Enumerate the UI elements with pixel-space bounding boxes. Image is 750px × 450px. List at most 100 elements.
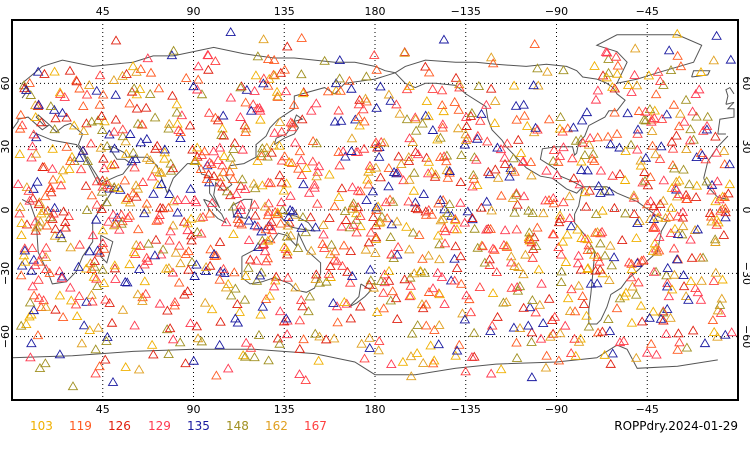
observation-marker xyxy=(508,153,519,163)
observation-marker xyxy=(490,164,501,174)
observation-marker xyxy=(572,258,584,268)
observation-marker xyxy=(386,359,397,369)
observation-marker xyxy=(161,324,173,334)
observation-marker xyxy=(124,197,136,207)
observation-marker xyxy=(235,204,247,214)
observation-marker xyxy=(131,89,143,99)
observation-marker xyxy=(595,165,607,175)
observation-marker xyxy=(16,229,27,239)
observation-marker xyxy=(149,250,161,260)
observation-marker xyxy=(677,207,689,217)
observation-marker xyxy=(344,222,356,232)
observation-marker xyxy=(217,110,229,120)
observation-marker xyxy=(716,293,728,303)
observation-marker xyxy=(390,293,402,303)
top-longitude-tick: −90 xyxy=(545,5,568,18)
observation-marker xyxy=(173,277,185,287)
observation-marker xyxy=(455,197,466,207)
observation-marker xyxy=(702,111,713,121)
observation-marker xyxy=(236,174,248,184)
observation-marker xyxy=(476,108,487,118)
observation-marker xyxy=(180,358,191,368)
observation-marker xyxy=(281,329,293,339)
observation-marker xyxy=(403,155,415,165)
observation-marker xyxy=(637,177,648,187)
observation-marker xyxy=(474,115,486,125)
observation-marker xyxy=(256,226,267,236)
observation-marker xyxy=(324,212,335,222)
left-latitude-tick: −30 xyxy=(0,262,12,285)
observation-marker xyxy=(245,254,256,264)
observation-marker xyxy=(269,127,280,137)
observation-marker xyxy=(96,186,108,196)
observation-marker xyxy=(632,217,643,227)
observation-marker xyxy=(626,258,637,268)
observation-marker xyxy=(345,246,357,256)
observation-marker xyxy=(710,131,721,141)
observation-marker xyxy=(227,174,239,184)
observation-marker xyxy=(211,250,222,260)
observation-marker xyxy=(512,199,523,209)
observation-marker xyxy=(141,152,153,162)
observation-marker xyxy=(61,112,72,122)
observation-marker xyxy=(21,84,32,94)
observation-marker xyxy=(508,80,520,90)
observation-marker xyxy=(589,155,600,165)
observation-marker xyxy=(435,152,446,162)
observation-marker xyxy=(661,109,673,119)
observation-marker xyxy=(307,156,319,166)
observation-marker xyxy=(310,269,322,279)
observation-marker xyxy=(154,298,166,308)
observation-marker xyxy=(257,235,268,245)
observation-marker xyxy=(592,226,603,236)
observation-marker xyxy=(227,160,238,170)
observation-marker xyxy=(208,248,220,258)
observation-marker xyxy=(436,85,448,95)
observation-marker xyxy=(125,128,136,138)
observation-marker xyxy=(423,286,435,296)
observation-marker xyxy=(501,240,512,250)
observation-marker xyxy=(719,192,730,201)
observation-marker xyxy=(672,228,684,238)
observation-marker xyxy=(511,188,522,198)
observation-marker xyxy=(685,234,696,244)
observation-marker xyxy=(408,185,420,195)
observation-marker xyxy=(232,213,244,223)
observation-marker xyxy=(720,203,731,213)
observation-marker xyxy=(726,327,737,337)
observation-marker xyxy=(451,224,463,234)
observation-marker xyxy=(693,84,705,94)
observation-marker xyxy=(397,356,409,366)
observation-marker xyxy=(279,241,290,251)
observation-marker xyxy=(671,254,683,264)
observation-marker xyxy=(675,108,686,118)
observation-marker xyxy=(668,163,680,173)
observation-marker xyxy=(434,254,445,264)
observation-marker xyxy=(565,348,577,357)
observation-marker xyxy=(270,271,282,281)
observation-marker xyxy=(392,241,404,251)
observation-marker xyxy=(487,243,499,253)
observation-marker xyxy=(40,301,52,311)
observation-marker xyxy=(130,239,142,249)
observation-marker xyxy=(37,249,48,259)
observation-marker xyxy=(485,368,497,378)
observation-marker xyxy=(530,307,541,317)
observation-marker xyxy=(93,322,104,332)
observation-marker xyxy=(252,155,263,165)
observation-marker xyxy=(98,243,110,253)
observation-marker xyxy=(297,301,308,311)
observation-marker xyxy=(128,147,139,157)
observation-marker xyxy=(600,46,612,56)
observation-marker xyxy=(661,270,672,280)
observation-marker xyxy=(279,151,291,161)
observation-marker xyxy=(432,230,444,240)
observation-marker xyxy=(632,128,643,138)
observation-marker xyxy=(27,141,38,151)
observation-marker xyxy=(521,120,533,130)
observation-marker xyxy=(554,123,566,133)
observation-marker xyxy=(564,306,576,315)
observation-marker xyxy=(562,123,574,133)
observation-marker xyxy=(280,313,292,323)
observation-marker xyxy=(190,155,201,165)
